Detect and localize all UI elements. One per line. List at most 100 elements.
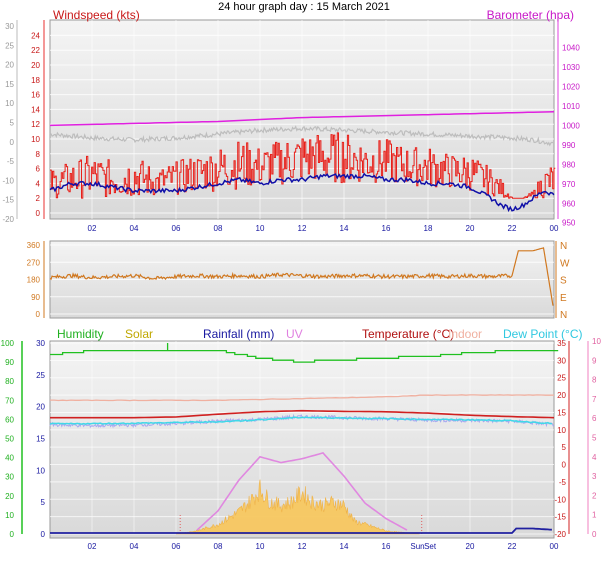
x-tick-label: 08 xyxy=(214,542,223,551)
x-tick-label: 10 xyxy=(256,542,265,551)
x-tick-label: 18 xyxy=(424,224,433,233)
tick-label-wind: 8 xyxy=(36,150,41,159)
x-tick-label: 08 xyxy=(214,224,223,233)
tick-label-direction: 180 xyxy=(27,276,41,285)
x-tick-label: 20 xyxy=(466,542,475,551)
tick-label-temperature: -5 xyxy=(559,478,567,487)
tick-label-wind: 18 xyxy=(31,76,40,85)
x-tick-label: 16 xyxy=(382,224,391,233)
x-tick-label: 02 xyxy=(88,224,97,233)
legend-temperature: Temperature (°C) xyxy=(362,327,454,341)
series-uv xyxy=(196,451,408,531)
tick-label-barometer: 1030 xyxy=(562,63,580,72)
tick-label-uv: 7 xyxy=(592,395,597,404)
x-tick-label: 12 xyxy=(298,542,307,551)
series-dewpoint xyxy=(49,416,552,425)
tick-label-temperature: 25 xyxy=(557,374,566,383)
tick-label-wind: 14 xyxy=(31,105,40,114)
tick-label-wind: 22 xyxy=(31,46,40,55)
series-wind-average xyxy=(49,172,555,213)
tick-label-wind: 4 xyxy=(36,179,41,188)
tick-label-humidity: 60 xyxy=(5,415,14,424)
tick-label-far-left: 10 xyxy=(5,99,14,108)
tick-label-temperature: -20 xyxy=(554,530,566,539)
tick-label-rainfall: 5 xyxy=(41,498,46,507)
legend-uv: UV xyxy=(286,327,303,341)
tick-label-barometer: 1000 xyxy=(562,121,580,130)
tick-label-wind: 24 xyxy=(31,31,40,40)
tick-label-wind: 0 xyxy=(36,209,41,218)
tick-label-humidity: 50 xyxy=(5,435,14,444)
tick-label-far-left: 0 xyxy=(10,138,15,147)
x-tick-label: 20 xyxy=(466,224,475,233)
tick-label-barometer: 950 xyxy=(562,219,576,228)
tick-label-temperature: -10 xyxy=(554,495,566,504)
tick-label-direction: 90 xyxy=(31,293,40,302)
tick-label-rainfall: 15 xyxy=(36,435,45,444)
x-tick-label: 12 xyxy=(298,224,307,233)
x-tick-label: 06 xyxy=(172,542,181,551)
tick-label-barometer: 960 xyxy=(562,199,576,208)
tick-label-wind: 2 xyxy=(36,194,41,203)
legend-solar: Solar xyxy=(125,327,153,341)
wind-axis-label: Windspeed (kts) xyxy=(53,8,140,22)
x-tick-label: Sun xyxy=(410,542,424,551)
tick-label-rainfall: 10 xyxy=(36,466,45,475)
tick-label-far-left: 20 xyxy=(5,61,14,70)
tick-label-temperature: 10 xyxy=(557,426,566,435)
tick-label-compass: N xyxy=(560,310,567,321)
tick-label-uv: 0 xyxy=(592,530,597,539)
tick-label-compass: E xyxy=(560,293,567,304)
tick-label-temperature: 5 xyxy=(562,443,567,452)
x-tick-label: 04 xyxy=(130,542,139,551)
tick-label-far-left: 30 xyxy=(5,22,14,31)
tick-label-temperature: -15 xyxy=(554,513,566,522)
tick-label-wind: 12 xyxy=(31,120,40,129)
x-tick-label: 04 xyxy=(130,224,139,233)
tick-label-humidity: 40 xyxy=(5,454,14,463)
tick-label-direction: 360 xyxy=(27,241,41,250)
tick-label-humidity: 20 xyxy=(5,492,14,501)
tick-label-uv: 4 xyxy=(592,453,597,462)
tick-label-rainfall: 20 xyxy=(36,403,45,412)
tick-label-uv: 9 xyxy=(592,356,597,365)
x-tick-label: 22 xyxy=(508,542,517,551)
series-humidity xyxy=(50,349,559,363)
tick-label-humidity: 70 xyxy=(5,396,14,405)
x-tick-label: 14 xyxy=(340,542,349,551)
tick-label-compass: W xyxy=(560,258,570,269)
tick-label-humidity: 30 xyxy=(5,473,14,482)
tick-label-barometer: 1010 xyxy=(562,102,580,111)
x-tick-label: 00 xyxy=(550,542,559,551)
tick-label-humidity: 90 xyxy=(5,358,14,367)
series-grey-line xyxy=(49,125,554,147)
legend-dewpoint: Dew Point (°C) xyxy=(503,327,582,341)
series-temperature xyxy=(50,409,555,419)
tick-label-temperature: 0 xyxy=(562,461,567,470)
tick-label-uv: 10 xyxy=(592,337,601,346)
legend-rainfall: Rainfall (mm) xyxy=(203,327,274,341)
x-tick-label: 14 xyxy=(340,224,349,233)
tick-label-wind: 16 xyxy=(31,91,40,100)
tick-label-far-left: 15 xyxy=(5,80,14,89)
tick-label-uv: 5 xyxy=(592,434,597,443)
tick-label-uv: 8 xyxy=(592,376,597,385)
chart-title: 24 hour graph day : 15 March 2021 xyxy=(218,1,390,13)
x-tick-label: 22 xyxy=(508,224,517,233)
tick-label-compass: N xyxy=(560,241,567,252)
tick-label-barometer: 1040 xyxy=(562,43,580,52)
x-tick-label: 06 xyxy=(172,224,181,233)
x-tick-label: 16 xyxy=(382,542,391,551)
legend-indoor: Indoor xyxy=(448,327,482,341)
tick-label-direction: 0 xyxy=(36,310,41,319)
tick-label-uv: 2 xyxy=(592,491,597,500)
legend-humidity: Humidity xyxy=(57,327,104,341)
tick-label-barometer: 1020 xyxy=(562,82,580,91)
tick-label-far-left: -5 xyxy=(7,157,15,166)
tick-label-uv: 1 xyxy=(592,511,597,520)
series-barometer xyxy=(49,110,555,127)
tick-label-far-left: 25 xyxy=(5,41,14,50)
tick-label-far-left: -20 xyxy=(2,215,14,224)
series-rainfall xyxy=(50,527,552,534)
